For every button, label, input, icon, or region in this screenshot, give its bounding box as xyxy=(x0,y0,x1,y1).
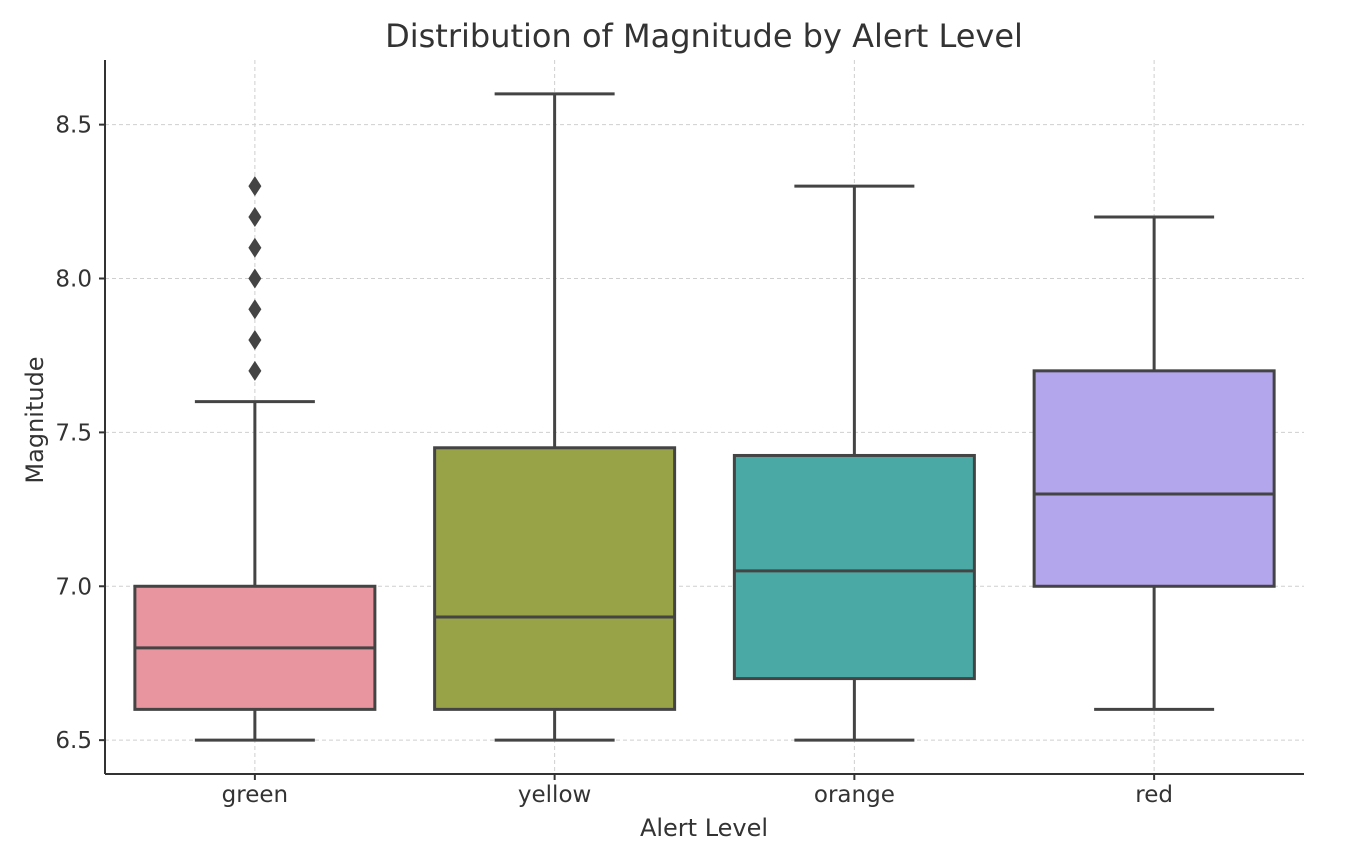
x-tick-label-green: green xyxy=(222,782,288,808)
box-yellow xyxy=(433,446,677,711)
x-tick-label-orange: orange xyxy=(814,782,895,808)
y-tick-label-8.0: 8.0 xyxy=(55,267,92,293)
outlier-point-green-1 xyxy=(248,330,262,351)
y-tick-label-7.5: 7.5 xyxy=(55,420,92,446)
outlier-point-green-6 xyxy=(248,176,262,197)
y-tick-label-8.5: 8.5 xyxy=(55,113,92,139)
y-tick-label-6.5: 6.5 xyxy=(55,728,92,754)
outlier-point-green-0 xyxy=(248,360,262,381)
y-tick-label-7.0: 7.0 xyxy=(55,574,92,600)
x-axis-label: Alert Level xyxy=(640,814,768,842)
tick-labels: 6.5 7.0 7.5 8.0 8.5 green yellow orange red xyxy=(55,113,1173,808)
x-tick-label-red: red xyxy=(1135,782,1173,808)
outlier-point-green-4 xyxy=(248,237,262,258)
x-tick-label-yellow: yellow xyxy=(518,782,591,808)
box-orange xyxy=(732,453,976,681)
box-red xyxy=(1032,369,1276,588)
box-series xyxy=(133,92,1276,742)
axes xyxy=(99,60,1304,780)
y-axis-label: Magnitude xyxy=(21,356,49,483)
outlier-point-green-3 xyxy=(248,268,262,289)
chart-title: Distribution of Magnitude by Alert Level xyxy=(385,17,1023,55)
outlier-point-green-2 xyxy=(248,299,262,320)
outlier-point-green-5 xyxy=(248,206,262,227)
